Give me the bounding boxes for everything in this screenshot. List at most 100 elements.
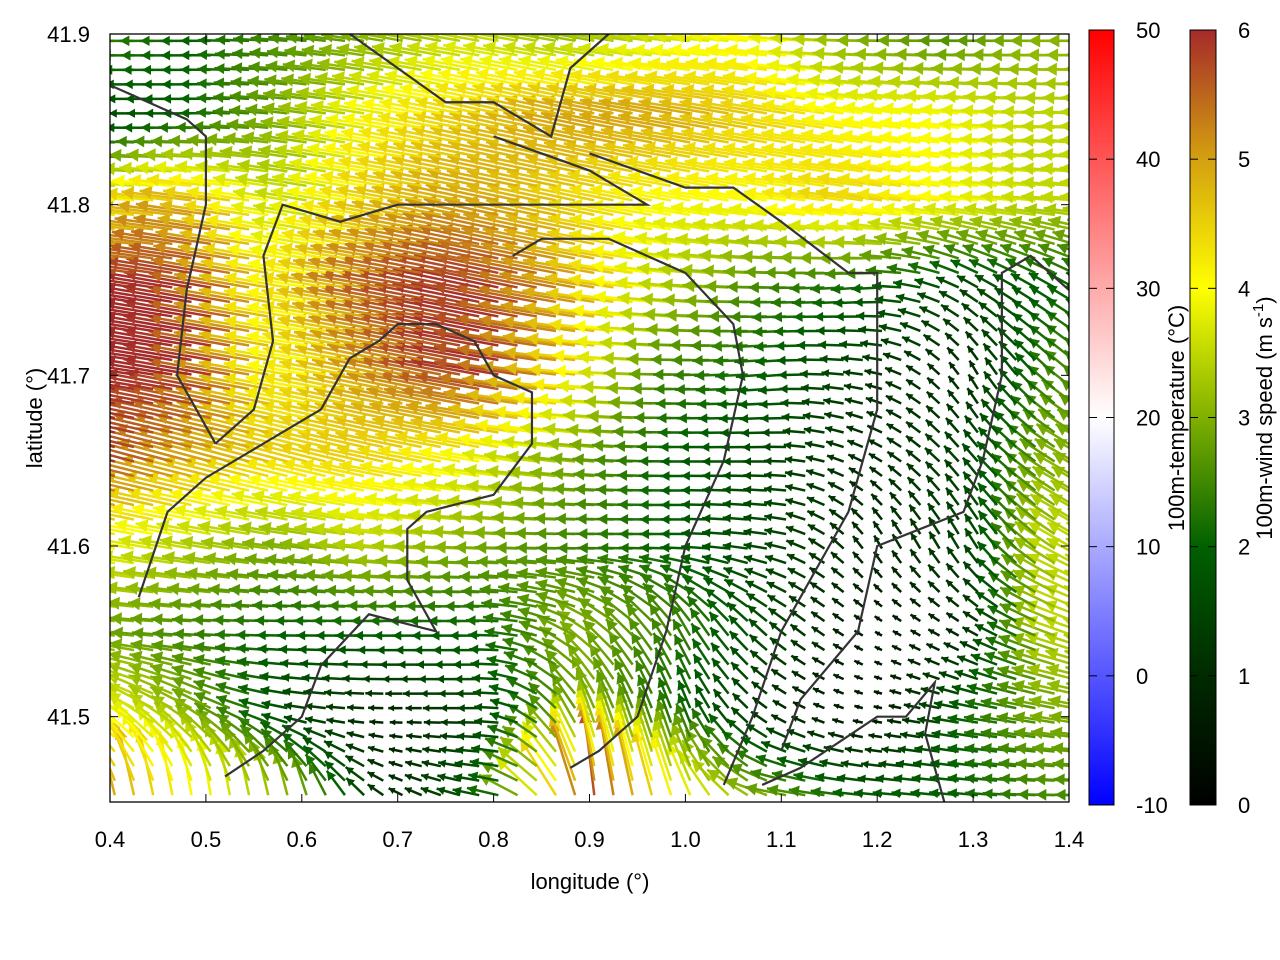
colorbar-tick-label: 0 xyxy=(1238,793,1250,818)
wind-arrow xyxy=(944,332,960,347)
wind-arrow xyxy=(765,568,787,579)
colorbar-tick-label: 30 xyxy=(1136,276,1160,301)
wind-arrow xyxy=(652,632,673,666)
wind-arrow xyxy=(1054,788,1069,801)
wind-arrow xyxy=(784,469,806,478)
wind-arrow xyxy=(501,315,576,333)
wind-arrow xyxy=(246,568,288,581)
wind-arrow xyxy=(959,640,979,652)
colorbar-tick-label: 2 xyxy=(1238,535,1250,560)
colorbar-tick-label: 10 xyxy=(1136,535,1160,560)
wind-arrow xyxy=(873,704,883,710)
wind-arrow xyxy=(638,564,672,579)
wind-arrow xyxy=(607,170,672,188)
wind-arrow xyxy=(915,229,960,246)
wind-arrow xyxy=(764,541,787,550)
wind-arrow xyxy=(980,697,1017,710)
wind-arrow xyxy=(282,59,326,73)
wind-arrow xyxy=(522,285,595,304)
wind-arrow xyxy=(907,490,922,506)
wind-arrow xyxy=(1013,229,1055,246)
wind-arrow xyxy=(699,735,730,768)
wind-arrow xyxy=(693,668,711,695)
wind-arrow xyxy=(994,229,1036,246)
wind-arrow xyxy=(830,566,845,579)
wind-arrow xyxy=(851,535,864,550)
wind-arrow xyxy=(437,68,499,86)
wind-arrow xyxy=(720,112,787,130)
wind-arrow xyxy=(1062,205,1069,213)
wind-arrow xyxy=(962,243,998,260)
wind-arrow xyxy=(831,597,845,608)
wind-arrow xyxy=(385,690,403,698)
wind-arrow xyxy=(906,462,922,477)
wind-arrow xyxy=(497,568,537,581)
wind-arrow xyxy=(310,241,384,260)
wind-arrow xyxy=(886,718,902,725)
wind-arrow xyxy=(318,43,365,57)
wind-arrow xyxy=(565,154,633,173)
wind-arrow xyxy=(268,34,307,45)
wind-arrow xyxy=(701,565,730,579)
wind-arrow xyxy=(740,112,806,130)
wind-arrow xyxy=(748,618,768,637)
wind-arrow xyxy=(644,155,710,173)
wind-arrow xyxy=(110,304,173,318)
wind-arrow xyxy=(945,487,960,506)
wind-arrow xyxy=(110,180,154,188)
wind-arrow xyxy=(888,491,903,506)
wind-arrow xyxy=(701,542,729,552)
wind-arrow xyxy=(891,582,903,593)
wind-arrow xyxy=(1012,325,1037,347)
wind-arrow xyxy=(990,452,1018,477)
wind-arrow xyxy=(110,421,154,434)
wind-arrow xyxy=(306,142,365,159)
wind-arrow xyxy=(987,604,1017,623)
wind-arrow xyxy=(110,619,115,623)
wind-arrow xyxy=(396,369,480,391)
wind-arrow xyxy=(890,519,903,535)
wind-arrow xyxy=(347,718,365,725)
colorbar-tick-label: 6 xyxy=(1238,18,1250,43)
wind-arrow xyxy=(215,694,250,710)
wind-arrow xyxy=(110,329,115,333)
wind-arrow xyxy=(1061,257,1069,268)
wind-arrow xyxy=(966,345,979,361)
wind-arrow xyxy=(975,557,998,579)
wind-arrow xyxy=(914,744,940,754)
wind-arrow xyxy=(706,598,730,622)
wind-arrow xyxy=(708,611,730,637)
wind-arrow xyxy=(927,580,941,593)
wind-arrow xyxy=(342,112,403,130)
wind-arrow xyxy=(961,442,979,463)
wind-arrow xyxy=(550,68,614,86)
wind-arrow xyxy=(617,96,691,115)
wind-arrow xyxy=(125,581,173,595)
wind-arrow xyxy=(763,485,787,494)
wind-arrow xyxy=(175,255,250,275)
wind-arrow xyxy=(529,34,576,43)
wind-arrow xyxy=(625,155,691,173)
wind-arrow xyxy=(722,142,787,159)
wind-arrow xyxy=(148,283,231,304)
wind-arrow xyxy=(535,554,576,567)
wind-arrow xyxy=(110,254,135,260)
wind-arrow xyxy=(195,708,231,739)
wind-arrow xyxy=(873,690,883,696)
wind-arrow xyxy=(949,215,998,231)
wind-arrow xyxy=(848,466,864,478)
wind-arrow xyxy=(743,513,768,523)
wind-arrow xyxy=(746,604,768,623)
wind-arrow xyxy=(909,548,922,564)
wind-arrow xyxy=(246,301,307,318)
wind-arrow xyxy=(261,699,288,710)
wind-arrow xyxy=(616,672,634,709)
wind-arrow xyxy=(882,352,902,362)
wind-arrow xyxy=(457,358,537,376)
wind-arrow xyxy=(998,619,1036,637)
wind-arrow xyxy=(192,120,230,133)
wind-arrow xyxy=(388,773,403,782)
wind-arrow xyxy=(247,258,307,275)
wind-arrow xyxy=(899,321,921,333)
wind-arrow xyxy=(974,607,998,623)
